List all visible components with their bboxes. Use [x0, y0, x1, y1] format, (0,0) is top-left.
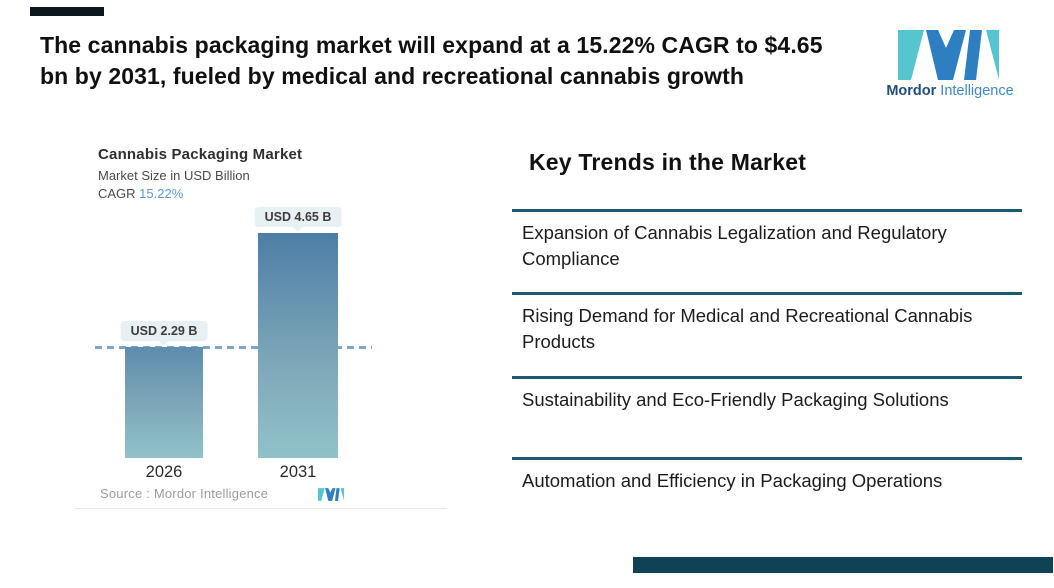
bar-chart-plot: USD 2.29 B 2026 USD 4.65 B 2031 — [75, 200, 470, 481]
trend-item-3: Sustainability and Eco-Friendly Packagin… — [512, 376, 1022, 413]
trend-item-2: Rising Demand for Medical and Recreation… — [512, 292, 1022, 355]
cagr-label: CAGR — [98, 186, 140, 201]
slide-title-line2: bn by 2031, fueled by medical and recrea… — [40, 63, 745, 89]
source-mini-logo-icon — [318, 488, 344, 501]
bottom-right-accent-bar — [633, 557, 1053, 573]
reference-dashed-line — [95, 346, 372, 350]
slide-title-line1: The cannabis packaging market will expan… — [40, 32, 823, 58]
mordor-logo-mark-icon — [897, 30, 999, 80]
bar-2031-value-pill: USD 4.65 B — [254, 206, 342, 227]
bar-2026-category-label: 2026 — [145, 463, 183, 481]
chart-source-text: Source : Mordor Intelligence — [100, 486, 269, 501]
logo-word-regular: Intelligence — [936, 83, 1014, 99]
mordor-intelligence-logo: Mordor Intelligence — [884, 30, 1016, 99]
bar-2031-fill — [258, 232, 338, 458]
chart-cagr-line: CAGR 15.22% — [98, 186, 183, 201]
mordor-logo-wordmark: Mordor Intelligence — [884, 83, 1016, 99]
trend-item-1: Expansion of Cannabis Legalization and R… — [512, 209, 1022, 272]
chart-bottom-divider — [75, 508, 447, 509]
trends-heading: Key Trends in the Market — [529, 149, 807, 175]
chart-title: Cannabis Packaging Market — [98, 146, 303, 163]
cagr-value: 15.22% — [139, 186, 184, 201]
bar-2031: USD 4.65 B 2031 — [254, 206, 342, 481]
bar-2026-fill — [125, 347, 203, 458]
bar-2026-value-pill: USD 2.29 B — [120, 321, 208, 342]
bar-2031-category-label: 2031 — [279, 463, 317, 481]
top-left-accent-bar — [30, 7, 104, 16]
bar-2026: USD 2.29 B 2026 — [120, 321, 208, 481]
chart-subtitle: Market Size in USD Billion — [98, 168, 250, 183]
slide-title: The cannabis packaging market will expan… — [40, 30, 920, 92]
logo-word-bold: Mordor — [886, 83, 937, 99]
trend-item-4: Automation and Efficiency in Packaging O… — [512, 457, 1022, 494]
